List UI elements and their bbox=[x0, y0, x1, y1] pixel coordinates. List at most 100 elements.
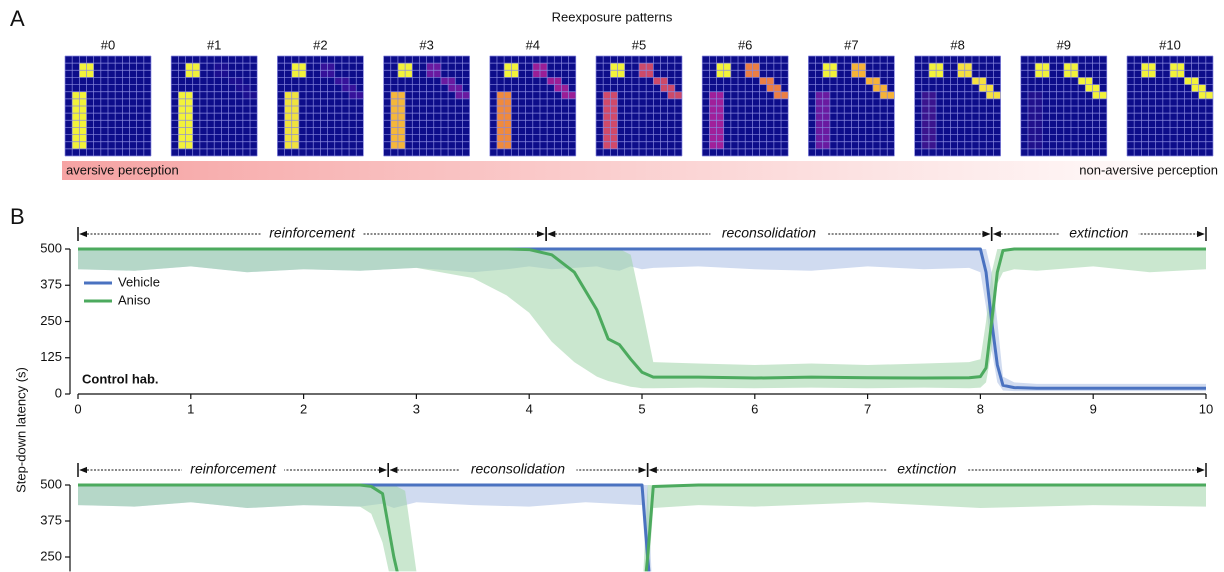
pattern-cell bbox=[709, 141, 717, 149]
pattern-cell bbox=[709, 98, 717, 106]
pattern-cell bbox=[298, 70, 307, 78]
pattern-cell bbox=[284, 106, 292, 114]
pattern-cell bbox=[79, 127, 87, 135]
pattern-cell bbox=[327, 70, 335, 78]
pattern-cell bbox=[115, 70, 123, 78]
pattern-cell bbox=[291, 127, 299, 135]
pattern-cell bbox=[822, 120, 830, 128]
x-tick-label: 9 bbox=[1090, 401, 1097, 416]
x-tick-label: 4 bbox=[526, 401, 533, 416]
pattern-cell bbox=[745, 63, 753, 71]
pattern-cell bbox=[639, 63, 647, 71]
pattern-cell bbox=[178, 91, 186, 99]
pattern-cell bbox=[921, 113, 929, 121]
pattern-cell bbox=[1092, 91, 1100, 99]
pattern-cell bbox=[986, 91, 994, 99]
y-tick-label: 0 bbox=[55, 385, 62, 400]
pattern-cell bbox=[1141, 134, 1149, 142]
pattern-cell bbox=[752, 70, 760, 78]
pattern-cell bbox=[178, 120, 186, 128]
pattern-cell bbox=[496, 120, 505, 128]
pattern-label: #7 bbox=[844, 37, 858, 52]
x-tick-label: 3 bbox=[413, 401, 420, 416]
pattern-cell bbox=[554, 77, 562, 85]
pattern-cell bbox=[79, 141, 87, 149]
pattern-cell bbox=[851, 70, 859, 78]
legend-label: Aniso bbox=[118, 292, 151, 307]
pattern-cell bbox=[603, 113, 611, 121]
pattern-cell bbox=[928, 98, 937, 106]
pattern-cell bbox=[291, 106, 299, 114]
pattern-cell bbox=[547, 77, 555, 85]
pattern-cell bbox=[448, 84, 456, 92]
error-band bbox=[78, 249, 1206, 389]
pattern-cell bbox=[284, 127, 292, 135]
pattern-cell bbox=[921, 98, 929, 106]
pattern-cell bbox=[716, 91, 724, 99]
x-tick-label: 10 bbox=[1199, 401, 1213, 416]
pattern-cell bbox=[108, 70, 116, 78]
pattern-cell bbox=[928, 106, 937, 114]
pattern-cell bbox=[291, 63, 299, 71]
pattern-cell bbox=[185, 98, 193, 106]
pattern-cell bbox=[561, 84, 569, 92]
pattern-cell bbox=[72, 141, 80, 149]
pattern-cell bbox=[716, 106, 724, 114]
pattern-cell bbox=[178, 106, 186, 114]
pattern-cell bbox=[455, 91, 463, 99]
pattern-cell bbox=[178, 98, 186, 106]
pattern-cell bbox=[1170, 70, 1178, 78]
pattern-cell bbox=[928, 91, 937, 99]
pattern-cell bbox=[709, 113, 717, 121]
pattern-cell bbox=[822, 106, 830, 114]
pattern-cell bbox=[192, 70, 200, 78]
pattern-cell bbox=[709, 91, 717, 99]
annotation: Control hab. bbox=[82, 371, 159, 386]
pattern-cell bbox=[284, 91, 292, 99]
y-tick-label: 500 bbox=[40, 240, 62, 255]
pattern-cell bbox=[250, 91, 258, 99]
pattern-cell bbox=[1148, 63, 1156, 71]
pattern-cell bbox=[928, 70, 937, 78]
y-tick-label: 250 bbox=[40, 313, 62, 328]
pattern-cell bbox=[291, 98, 299, 106]
pattern-cell bbox=[1070, 63, 1079, 71]
y-tick-label: 125 bbox=[40, 349, 62, 364]
y-tick-label: 500 bbox=[40, 476, 62, 491]
pattern-cell bbox=[79, 98, 87, 106]
pattern-cell bbox=[334, 77, 342, 85]
pattern-cell bbox=[815, 134, 823, 142]
pattern-cell bbox=[284, 134, 292, 142]
pattern-cell bbox=[1148, 70, 1156, 78]
pattern-cell bbox=[397, 141, 406, 149]
pattern-cell bbox=[136, 91, 144, 99]
pattern-cell bbox=[603, 98, 611, 106]
pattern-cell bbox=[716, 113, 724, 121]
pattern-cell bbox=[1027, 113, 1036, 121]
pattern-cell bbox=[858, 63, 866, 71]
pattern-cell bbox=[745, 70, 753, 78]
pattern-cell bbox=[709, 106, 717, 114]
pattern-cell bbox=[504, 113, 512, 121]
pattern-cell bbox=[496, 141, 505, 149]
pattern-label: #8 bbox=[950, 37, 964, 52]
pattern-cell bbox=[815, 127, 823, 135]
pattern-cell bbox=[390, 98, 398, 106]
pattern-cell bbox=[773, 84, 782, 92]
pattern-cell bbox=[766, 77, 774, 85]
pattern-cell bbox=[928, 63, 937, 71]
pattern-cell bbox=[185, 63, 193, 71]
pattern-cell bbox=[759, 77, 767, 85]
pattern-cell bbox=[298, 63, 307, 71]
pattern-cell bbox=[1141, 91, 1149, 99]
pattern-cell bbox=[1177, 63, 1185, 71]
pattern-cell bbox=[1099, 91, 1107, 99]
pattern-cell bbox=[928, 113, 937, 121]
pattern-cell bbox=[242, 84, 251, 92]
pattern-cell bbox=[504, 106, 512, 114]
pattern-cell bbox=[349, 91, 357, 99]
pattern-cell bbox=[291, 70, 299, 78]
pattern-cell bbox=[397, 113, 406, 121]
pattern-cell bbox=[405, 63, 413, 71]
pattern-cell bbox=[815, 98, 823, 106]
